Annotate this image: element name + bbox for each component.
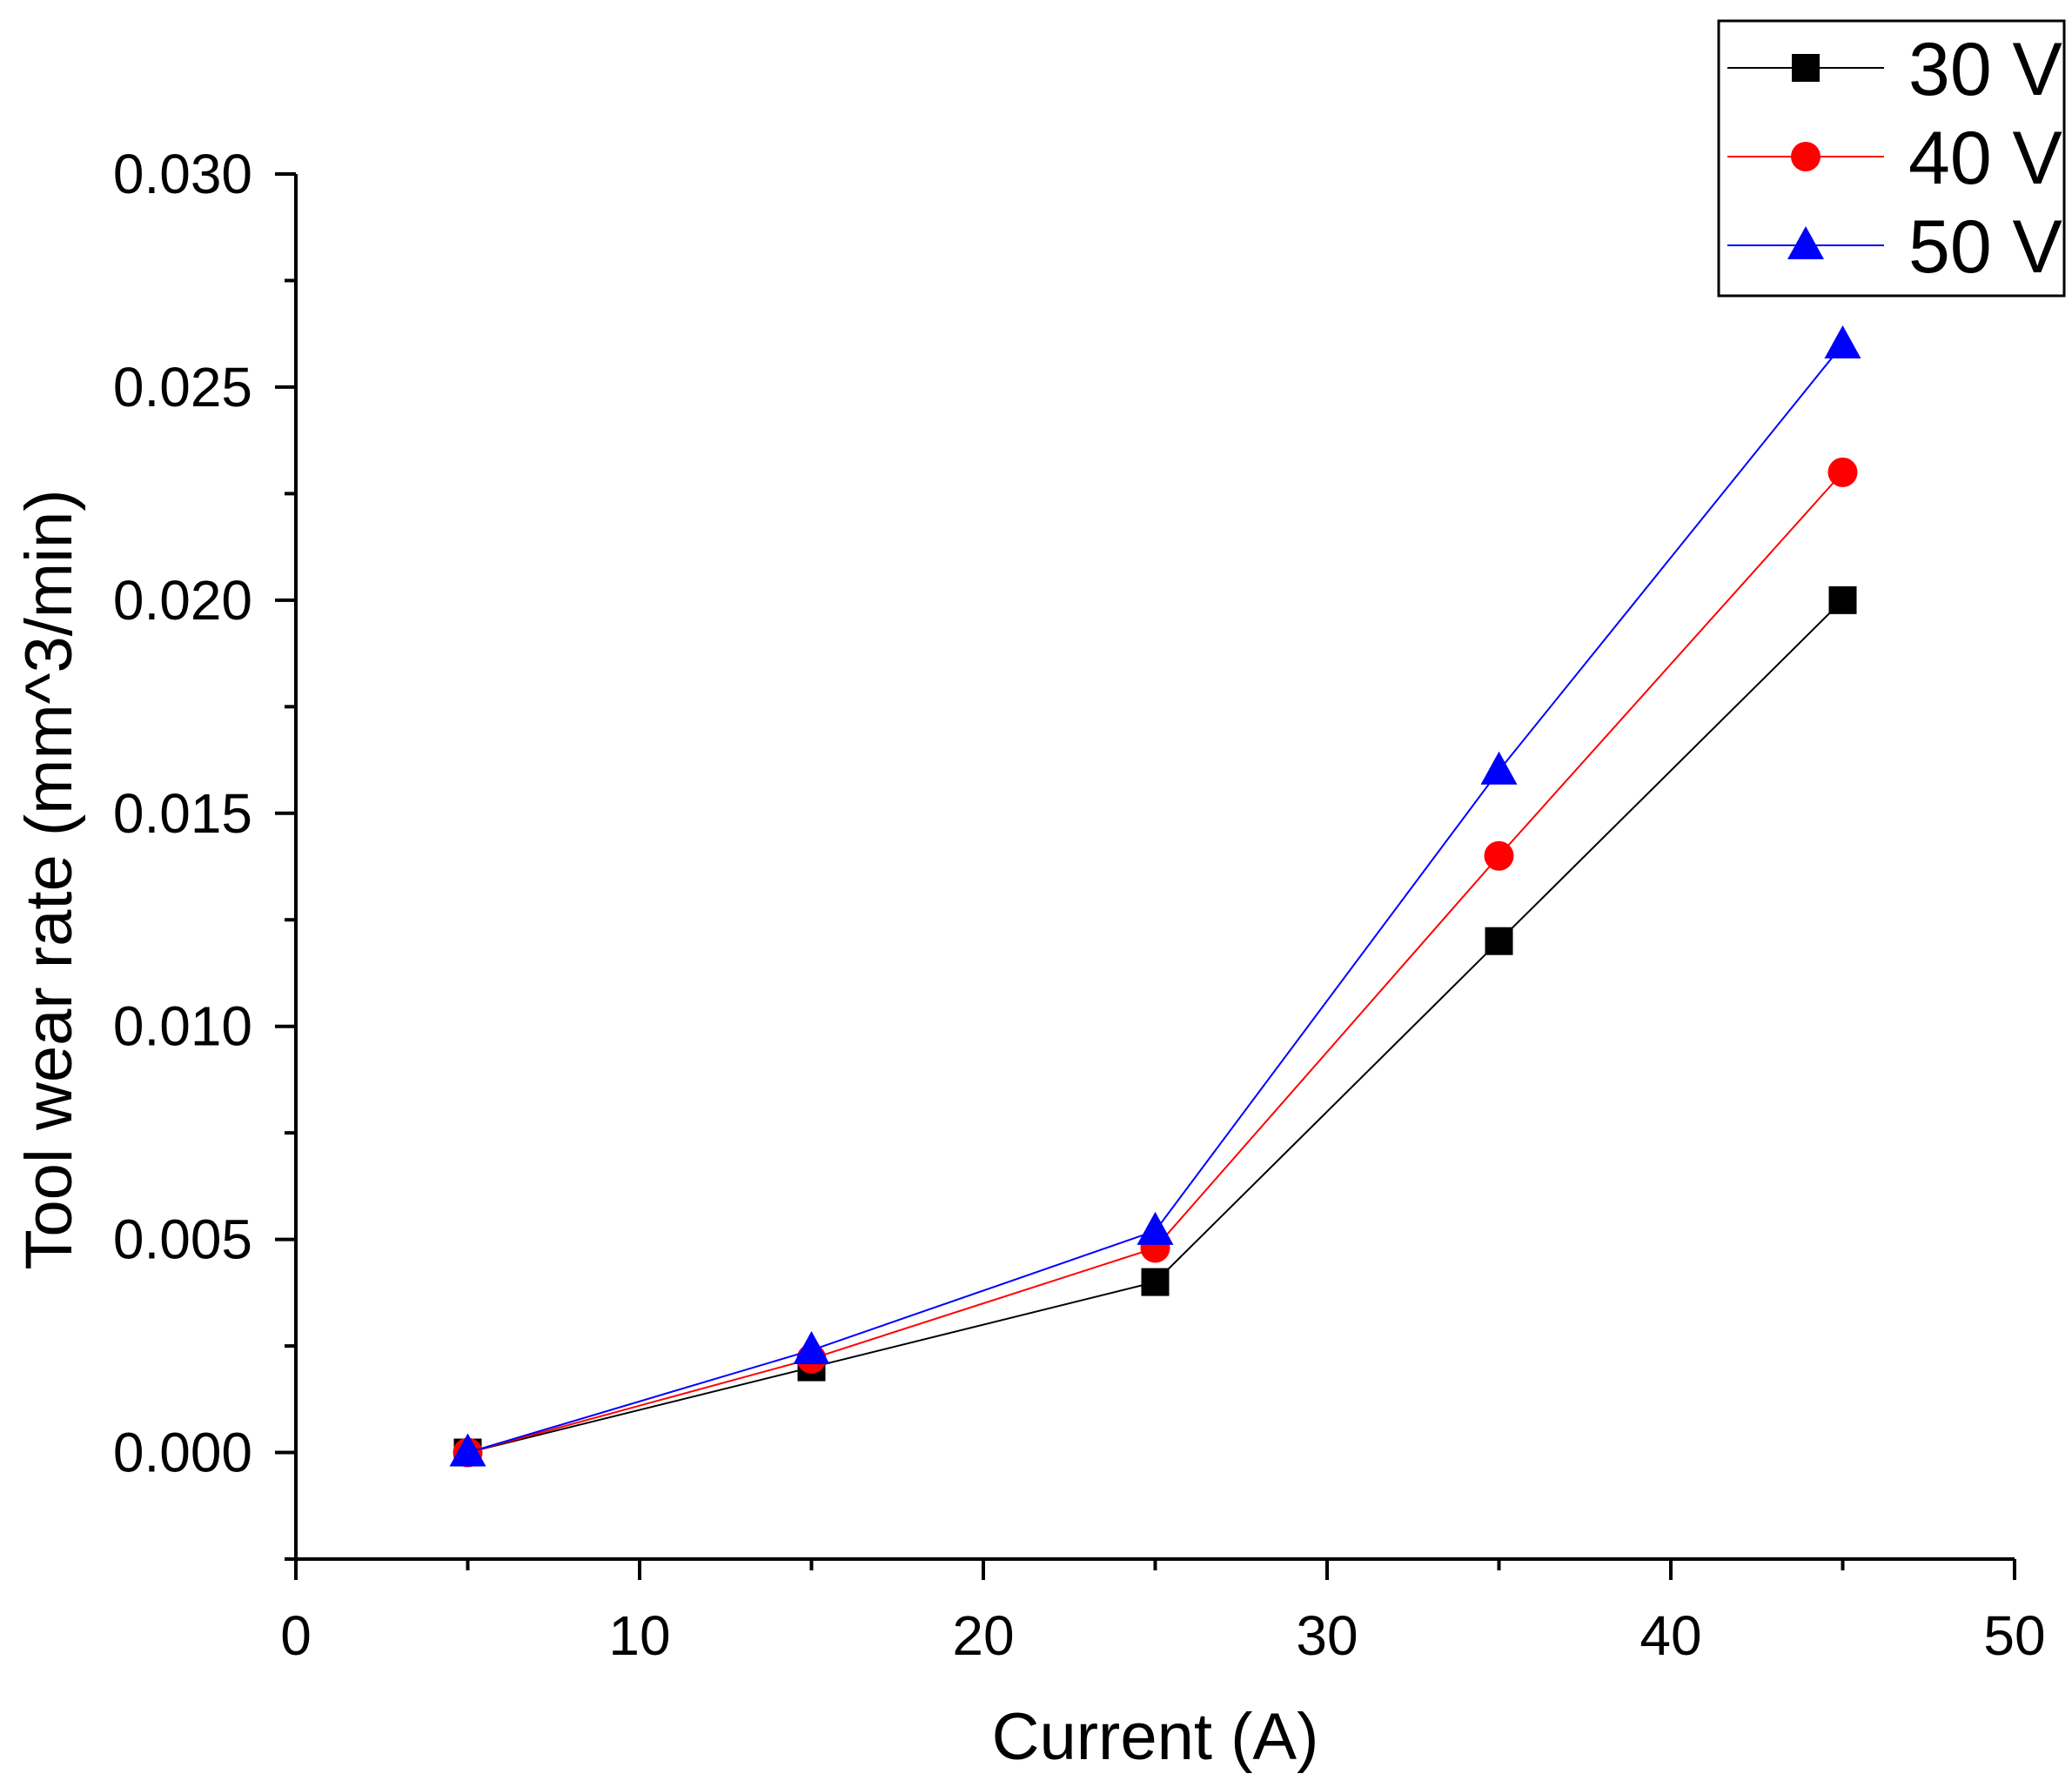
y-tick-label: 0.000	[113, 1422, 252, 1484]
data-point	[449, 1433, 486, 1467]
y-tick-label: 0.005	[113, 1208, 252, 1271]
legend-marker	[1792, 54, 1820, 82]
data-point	[1828, 586, 1857, 614]
x-tick-label: 10	[608, 1604, 670, 1667]
series-line	[467, 599, 1844, 1454]
x-ticks: 0 10 20 30 40 50	[280, 1559, 2046, 1667]
legend-item: 50 V	[1727, 205, 2062, 289]
data-point	[1484, 840, 1514, 871]
x-tick-label: 0	[280, 1604, 312, 1667]
data-point	[1480, 751, 1518, 785]
data-point	[1485, 927, 1513, 955]
series-line	[467, 472, 1844, 1454]
legend-item: 40 V	[1727, 117, 2062, 200]
x-tick-label: 20	[952, 1604, 1014, 1667]
data-point	[1141, 1268, 1170, 1296]
series-50v	[449, 325, 1861, 1467]
y-tick-label: 0.015	[113, 782, 252, 845]
x-tick-label: 50	[1983, 1604, 2045, 1667]
y-ticks: 0.000 0.005 0.010 0.015 0.020 0.025 0.030	[113, 143, 296, 1561]
legend-item: 30 V	[1727, 28, 2062, 111]
legend-marker	[1787, 226, 1824, 259]
data-point	[793, 1330, 830, 1364]
series-40v	[453, 457, 1858, 1468]
data-point	[1827, 457, 1858, 487]
y-tick-label: 0.030	[113, 143, 252, 205]
y-tick-label: 0.020	[113, 569, 252, 632]
x-tick-label: 30	[1296, 1604, 1358, 1667]
y-tick-label: 0.025	[113, 356, 252, 418]
legend-label: 40 V	[1908, 117, 2062, 200]
x-axis-title: Current (A)	[992, 1700, 1319, 1774]
data-point	[1137, 1211, 1174, 1245]
axes	[294, 174, 2015, 1561]
legend-marker	[1791, 142, 1821, 171]
x-tick-label: 40	[1639, 1604, 1701, 1667]
y-tick-label: 0.010	[113, 995, 252, 1058]
legend-label: 30 V	[1908, 28, 2062, 111]
legend: 30 V40 V50 V	[1717, 19, 2066, 298]
y-axis-title: Tool wear rate (mm^3/min)	[12, 489, 86, 1269]
series-group	[449, 325, 1861, 1468]
series-30v	[453, 586, 1857, 1467]
data-point	[1824, 325, 1861, 358]
legend-label: 50 V	[1908, 205, 2062, 289]
legend-box	[1717, 19, 2066, 298]
